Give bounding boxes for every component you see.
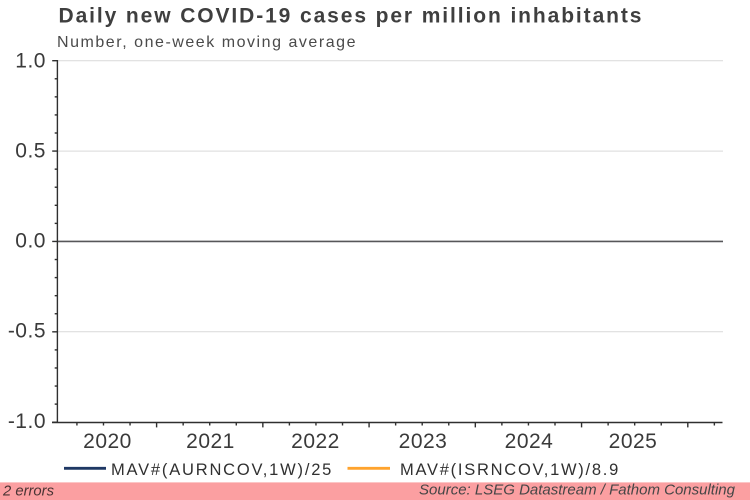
svg-text:2025: 2025 bbox=[609, 430, 658, 453]
svg-text:-0.5: -0.5 bbox=[8, 320, 46, 343]
svg-text:1.0: 1.0 bbox=[15, 50, 46, 73]
svg-text:Number, one-week moving averag: Number, one-week moving average bbox=[57, 34, 357, 51]
svg-text:MAV#(AURNCOV,1W)/25: MAV#(AURNCOV,1W)/25 bbox=[111, 461, 333, 479]
svg-text:2 errors: 2 errors bbox=[2, 484, 55, 500]
svg-text:0.5: 0.5 bbox=[15, 140, 46, 163]
svg-text:Daily new COVID-19 cases per m: Daily new COVID-19 cases per million inh… bbox=[59, 5, 644, 28]
svg-text:2021: 2021 bbox=[186, 430, 235, 453]
svg-text:0.0: 0.0 bbox=[15, 230, 46, 253]
svg-text:-1.0: -1.0 bbox=[8, 410, 46, 433]
svg-text:MAV#(ISRNCOV,1W)/8.9: MAV#(ISRNCOV,1W)/8.9 bbox=[400, 461, 620, 479]
svg-text:2020: 2020 bbox=[83, 430, 132, 453]
svg-text:2023: 2023 bbox=[399, 430, 448, 453]
svg-text:2024: 2024 bbox=[505, 430, 554, 453]
svg-text:2022: 2022 bbox=[291, 430, 340, 453]
svg-text:Source: LSEG Datastream / Fath: Source: LSEG Datastream / Fathom Consult… bbox=[419, 481, 736, 498]
